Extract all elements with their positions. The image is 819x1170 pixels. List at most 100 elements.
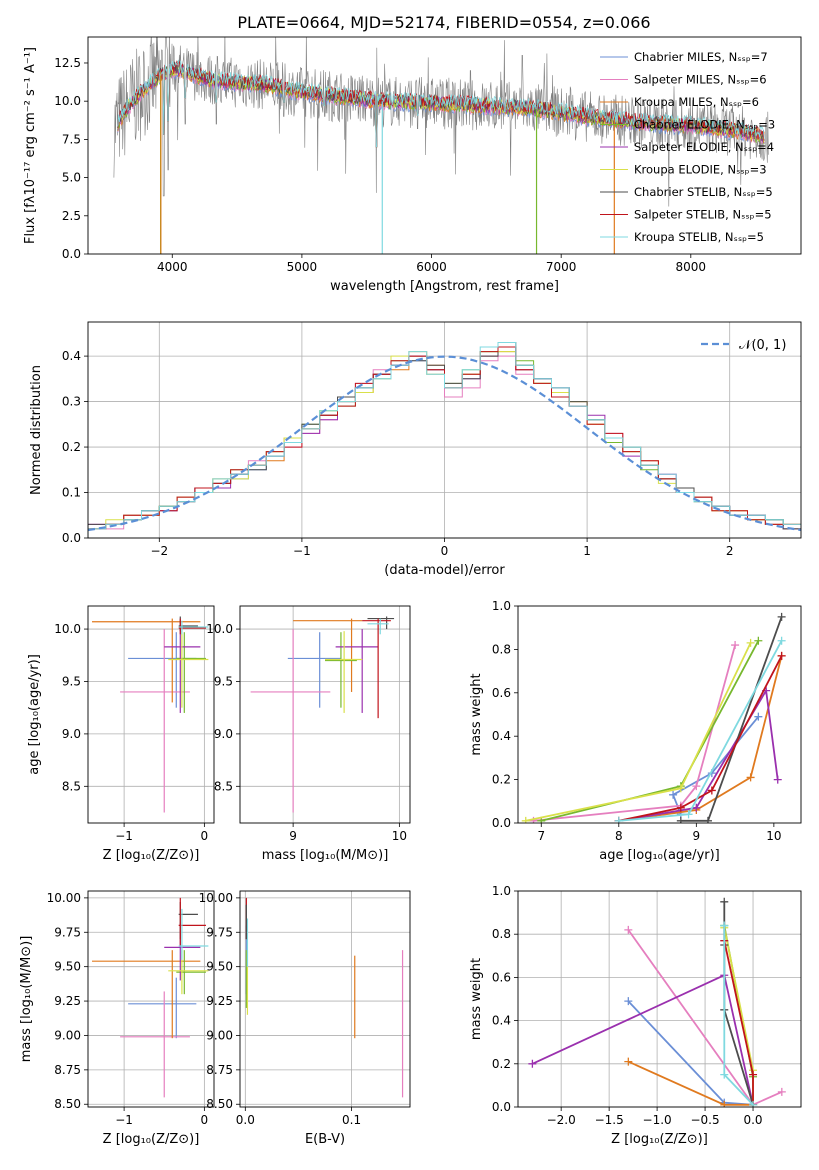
legend-entry-normal: 𝒩(0, 1) — [739, 338, 786, 353]
age_vs_mass-xtick-label: 9 — [289, 829, 297, 843]
age_vs_Z-xtick-label: 0 — [201, 829, 209, 843]
legend-entry-chabrier_stelib: Chabrier STELIB, Nₛₛₚ=5 — [634, 185, 773, 199]
massweight_vs_Z-frame — [517, 890, 802, 1108]
spectrum-ytick-label: 10.0 — [54, 94, 81, 108]
massweight_vs_age-xlabel: age [log₁₀(age/yr)] — [599, 848, 720, 863]
massweight_vs_age-xtick-label: 7 — [537, 829, 545, 843]
mass_vs_Z-ytick-label: 9.75 — [54, 925, 81, 939]
legend-entry-salpeter_elodie: Salpeter ELODIE, Nₛₛₚ=4 — [634, 140, 774, 154]
legend-entry-salpeter_stelib: Salpeter STELIB, Nₛₛₚ=5 — [634, 208, 772, 222]
age_vs_mass-ytick-label: 10.0 — [206, 622, 233, 636]
age_vs_Z-panel: −1 0 8.5 9.0 9.5 10.0 Z [log₁₀(Z/Z⊙)] age [log₁… — [27, 605, 215, 863]
spectrum-xtick-label: 7000 — [546, 260, 577, 274]
weight-line-chabrier_stelib — [680, 616, 783, 822]
weight-marker-salpeter_stelib — [749, 1070, 758, 1079]
massweight_vs_age-xtick-label: 10 — [766, 829, 781, 843]
massweight_vs_age-ytick-label: 0.8 — [492, 642, 511, 656]
weight-line-chabrier_elodie — [541, 640, 760, 822]
mass_vs_ebv-xlabel: E(B-V) — [305, 1132, 345, 1147]
residual_histogram-ytick-label: 0.3 — [62, 395, 81, 409]
weight-marker-salpeter_miles — [731, 641, 740, 650]
weight-marker-salpeter_miles — [529, 816, 538, 823]
age_vs_mass-xlabel: mass [log₁₀(M/M⊙)] — [262, 848, 389, 863]
residual_histogram-xtick-label: 1 — [583, 544, 591, 558]
massweight_vs_Z-plot-area — [528, 897, 786, 1107]
weight-marker-chabrier_miles — [754, 712, 763, 721]
weight-marker-salpeter_stelib — [777, 651, 786, 660]
weight-marker-salpeter_elodie — [773, 775, 782, 784]
weight-marker-kroupa_stelib — [777, 636, 786, 645]
weight-marker-salpeter_elodie — [692, 803, 701, 812]
massweight_vs_age-ytick-label: 0.4 — [492, 729, 511, 743]
age_vs_mass-panel: 9 10 8.5 9.0 9.5 10.0 mass [log₁₀(M/M⊙)] — [206, 605, 411, 863]
mass_vs_ebv-ytick-label: 9.25 — [206, 994, 233, 1008]
age_vs_mass-ytick-label: 8.5 — [214, 779, 233, 793]
massweight_vs_age-xtick-label: 8 — [615, 829, 623, 843]
legend-entry-chabrier_elodie: Chabrier ELODIE, Nₛₛₚ=3 — [634, 118, 775, 132]
massweight_vs_Z-xtick-label: 0.0 — [743, 1113, 762, 1127]
mass_vs_ebv-panel: 0.0 0.1 8.50 8.75 9.00 9.25 9.50 9.75 10.00 E(B-V… — [199, 890, 411, 1147]
age_vs_Z-frame — [87, 605, 215, 824]
age_vs_mass-frame — [239, 605, 411, 824]
weight-marker-kroupa_elodie — [746, 638, 755, 647]
age_vs_Z-ylabel: age [log₁₀(age/yr)] — [27, 654, 42, 775]
residual_histogram-ytick-label: 0.2 — [62, 440, 81, 454]
weight-marker-kroupa_stelib — [614, 816, 623, 823]
massweight_vs_Z-ytick-label: 0.8 — [492, 927, 511, 941]
spectrum-xlabel: wavelength [Angstrom, rest frame] — [330, 279, 559, 294]
massweight_vs_age-ytick-label: 1.0 — [492, 599, 511, 613]
residual_histogram-xtick-label: 0 — [441, 544, 449, 558]
spectrum-ylabel: Flux [fλ10⁻¹⁷ erg cm⁻² s⁻¹ A⁻¹] — [23, 47, 38, 244]
massweight_vs_Z-xtick-label: −0.5 — [690, 1113, 719, 1127]
mass_vs_ebv-ytick-label: 10.00 — [199, 891, 233, 905]
massweight_vs_age-ytick-label: 0.0 — [492, 816, 511, 830]
weight-marker-chabrier_stelib — [777, 612, 786, 621]
mass_vs_ebv-frame — [239, 890, 411, 1108]
massweight_vs_age-panel: 7 8 9 10 0.0 0.2 0.4 0.6 0.8 1.0 age [log₁₀(age/yr… — [469, 599, 802, 863]
residual_histogram-ytick-label: 0.1 — [62, 486, 81, 500]
figure-title: PLATE=0664, MJD=52174, FIBERID=0554, z=0… — [237, 13, 650, 32]
spectrum-xtick-label: 4000 — [157, 260, 188, 274]
legend-entry-kroupa_miles: Kroupa MILES, Nₛₛₚ=6 — [634, 95, 759, 109]
mass_vs_Z-ytick-label: 10.00 — [47, 891, 81, 905]
mass_vs_Z-ytick-label: 9.50 — [54, 960, 81, 974]
weight-marker-kroupa_miles — [720, 1100, 729, 1107]
histogram-salpeter_stelib — [88, 346, 801, 538]
weight-marker-chabrier_stelib — [676, 816, 685, 823]
massweight_vs_Z-xtick-label: −1.0 — [643, 1113, 672, 1127]
mass_vs_Z-xtick-label: 0 — [201, 1113, 209, 1127]
mass_vs_Z-panel: −1 0 8.50 8.75 9.00 9.25 9.50 9.75 10.00 Z [log₁₀… — [19, 890, 215, 1147]
spectrum-ytick-label: 7.5 — [62, 132, 81, 146]
spectrum-frame — [87, 36, 802, 255]
weight-marker-chabrier_miles — [669, 790, 678, 799]
age_vs_mass-ytick-label: 9.5 — [214, 674, 233, 688]
weight-marker-salpeter_miles — [777, 1087, 786, 1096]
massweight_vs_Z-ytick-label: 0.2 — [492, 1057, 511, 1071]
mass_vs_Z-ytick-label: 9.25 — [54, 994, 81, 1008]
age_vs_mass-ytick-label: 9.0 — [214, 727, 233, 741]
residual_histogram-frame — [87, 321, 802, 539]
residual_histogram-xtick-label: 2 — [726, 544, 734, 558]
age_vs_Z-plot-area — [92, 616, 209, 813]
mass_vs_ebv-ytick-label: 8.75 — [206, 1063, 233, 1077]
spectrum-xtick-label: 6000 — [416, 260, 447, 274]
mass_vs_Z-ytick-label: 9.00 — [54, 1028, 81, 1042]
spectrum-ytick-label: 5.0 — [62, 171, 81, 185]
normal-curve — [88, 355, 801, 532]
residual_histogram-ytick-label: 0.0 — [62, 531, 81, 545]
massweight_vs_Z-ylabel: mass weight — [469, 958, 484, 1040]
spectrum-ytick-label: 0.0 — [62, 247, 81, 261]
spectrum-ytick-label: 2.5 — [62, 209, 81, 223]
spectrum-xtick-label: 5000 — [287, 260, 318, 274]
mass_vs_Z-xtick-label: −1 — [115, 1113, 133, 1127]
age_vs_Z-xtick-label: −1 — [115, 829, 133, 843]
massweight_vs_Z-xtick-label: −2.0 — [547, 1113, 576, 1127]
mass_vs_Z-ytick-label: 8.75 — [54, 1063, 81, 1077]
massweight_vs_Z-ytick-label: 0.6 — [492, 970, 511, 984]
weight-marker-kroupa_stelib — [720, 921, 729, 930]
mass_vs_ebv-ytick-label: 9.50 — [206, 960, 233, 974]
weight-marker-salpeter_stelib — [707, 786, 716, 795]
residual_histogram-xlabel: (data-model)/error — [384, 563, 505, 578]
residual_histogram-xtick-label: −1 — [293, 544, 311, 558]
